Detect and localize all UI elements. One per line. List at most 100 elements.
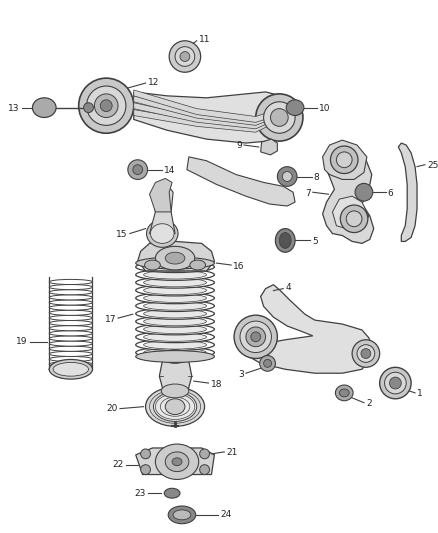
- Ellipse shape: [136, 308, 215, 319]
- Ellipse shape: [190, 260, 205, 270]
- Text: 15: 15: [117, 230, 128, 239]
- Ellipse shape: [240, 321, 272, 352]
- Ellipse shape: [100, 100, 112, 111]
- Ellipse shape: [136, 351, 215, 362]
- Ellipse shape: [276, 229, 295, 252]
- Text: 22: 22: [113, 460, 124, 469]
- Ellipse shape: [282, 172, 292, 181]
- Polygon shape: [134, 96, 279, 125]
- Ellipse shape: [49, 320, 92, 326]
- Ellipse shape: [389, 377, 401, 389]
- Polygon shape: [323, 140, 367, 180]
- Ellipse shape: [95, 94, 118, 117]
- Text: 8: 8: [314, 173, 319, 182]
- Ellipse shape: [251, 332, 261, 342]
- Polygon shape: [134, 92, 291, 143]
- Text: 24: 24: [220, 511, 232, 519]
- Text: 4: 4: [285, 283, 291, 292]
- Polygon shape: [138, 241, 215, 271]
- Ellipse shape: [128, 160, 148, 180]
- Text: 3: 3: [238, 370, 244, 379]
- Ellipse shape: [49, 279, 92, 285]
- Ellipse shape: [141, 465, 151, 474]
- Ellipse shape: [165, 252, 185, 264]
- Text: 10: 10: [319, 104, 330, 113]
- Text: 9: 9: [236, 141, 242, 150]
- Polygon shape: [323, 145, 374, 244]
- Polygon shape: [134, 109, 254, 129]
- Ellipse shape: [49, 341, 92, 346]
- Ellipse shape: [256, 94, 303, 141]
- Ellipse shape: [49, 357, 92, 361]
- Ellipse shape: [277, 167, 297, 187]
- Ellipse shape: [361, 349, 371, 359]
- Ellipse shape: [153, 392, 197, 422]
- Text: 16: 16: [233, 262, 244, 271]
- Ellipse shape: [260, 356, 276, 372]
- Ellipse shape: [151, 224, 174, 244]
- Ellipse shape: [136, 324, 215, 335]
- Ellipse shape: [136, 269, 215, 280]
- Ellipse shape: [145, 387, 205, 426]
- Ellipse shape: [84, 103, 93, 112]
- Ellipse shape: [155, 246, 195, 270]
- Polygon shape: [134, 110, 279, 132]
- Ellipse shape: [53, 362, 88, 376]
- Ellipse shape: [49, 367, 92, 372]
- Text: 5: 5: [312, 237, 318, 246]
- Ellipse shape: [355, 183, 373, 201]
- Text: 11: 11: [199, 35, 210, 44]
- Ellipse shape: [49, 331, 92, 336]
- Polygon shape: [134, 104, 254, 127]
- Polygon shape: [134, 90, 279, 123]
- Ellipse shape: [144, 341, 207, 349]
- Ellipse shape: [165, 399, 185, 415]
- Polygon shape: [136, 448, 215, 474]
- Ellipse shape: [49, 295, 92, 300]
- Ellipse shape: [385, 372, 406, 394]
- Ellipse shape: [136, 257, 215, 269]
- Polygon shape: [134, 107, 254, 128]
- Polygon shape: [159, 357, 192, 391]
- Ellipse shape: [136, 261, 215, 272]
- Ellipse shape: [49, 346, 92, 351]
- Ellipse shape: [172, 458, 182, 466]
- Text: 23: 23: [134, 489, 145, 498]
- Ellipse shape: [133, 165, 143, 174]
- Ellipse shape: [49, 316, 92, 320]
- Ellipse shape: [49, 336, 92, 341]
- Polygon shape: [134, 102, 254, 126]
- Ellipse shape: [144, 278, 207, 287]
- Text: 13: 13: [8, 104, 20, 113]
- Ellipse shape: [169, 41, 201, 72]
- Polygon shape: [332, 196, 369, 229]
- Ellipse shape: [136, 339, 215, 350]
- Ellipse shape: [161, 384, 189, 398]
- Polygon shape: [249, 285, 374, 373]
- Ellipse shape: [136, 293, 215, 304]
- Ellipse shape: [144, 325, 207, 334]
- Ellipse shape: [136, 285, 215, 296]
- Ellipse shape: [161, 350, 189, 364]
- Ellipse shape: [164, 488, 180, 498]
- Text: 21: 21: [226, 448, 237, 457]
- Ellipse shape: [168, 506, 196, 524]
- Ellipse shape: [155, 444, 199, 480]
- Ellipse shape: [136, 347, 215, 358]
- Ellipse shape: [264, 102, 295, 133]
- Ellipse shape: [144, 302, 207, 310]
- Ellipse shape: [264, 359, 272, 367]
- Ellipse shape: [246, 327, 265, 346]
- Ellipse shape: [136, 300, 215, 311]
- Ellipse shape: [271, 109, 288, 126]
- Text: 6: 6: [388, 189, 393, 198]
- Text: 1: 1: [417, 390, 423, 398]
- Ellipse shape: [144, 294, 207, 302]
- Text: 7: 7: [305, 189, 311, 198]
- Text: 20: 20: [106, 404, 118, 413]
- Ellipse shape: [144, 309, 207, 318]
- Text: 14: 14: [164, 166, 176, 175]
- Ellipse shape: [200, 465, 209, 474]
- Polygon shape: [149, 179, 172, 212]
- Ellipse shape: [340, 205, 368, 232]
